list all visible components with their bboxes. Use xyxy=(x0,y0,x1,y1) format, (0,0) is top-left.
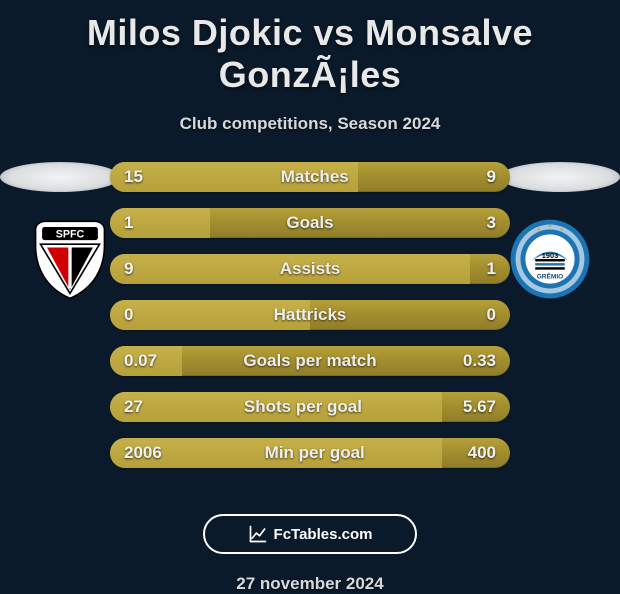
stat-left-value: 15 xyxy=(124,167,143,187)
stat-right-value: 9 xyxy=(487,167,496,187)
stat-row: 1 Goals 3 xyxy=(110,208,510,238)
stat-right-value: 0 xyxy=(487,305,496,325)
stat-row: 15 Matches 9 xyxy=(110,162,510,192)
comparison-stage: SPFC 1903 GRÊMIO 15 Matches xyxy=(0,162,620,492)
gremio-crest-icon: 1903 GRÊMIO xyxy=(509,218,591,300)
stat-row: 27 Shots per goal 5.67 xyxy=(110,392,510,422)
stat-right-value: 5.67 xyxy=(463,397,496,417)
spfc-crest-icon: SPFC xyxy=(29,218,111,300)
page-title: Milos Djokic vs Monsalve GonzÃ¡les xyxy=(0,0,620,96)
stat-left-value: 0 xyxy=(124,305,133,325)
footer-date: 27 november 2024 xyxy=(0,574,620,594)
stat-row: 0 Hattricks 0 xyxy=(110,300,510,330)
stat-label: Goals xyxy=(133,213,486,233)
stat-label: Min per goal xyxy=(162,443,468,463)
stat-row: 9 Assists 1 xyxy=(110,254,510,284)
stat-right-value: 400 xyxy=(468,443,496,463)
chart-icon xyxy=(248,524,268,544)
stat-right-value: 1 xyxy=(487,259,496,279)
spotlight-right xyxy=(500,162,620,192)
stat-label: Hattricks xyxy=(133,305,486,325)
stat-label: Goals per match xyxy=(157,351,463,371)
spotlight-left xyxy=(0,162,120,192)
stat-label: Matches xyxy=(143,167,487,187)
svg-text:SPFC: SPFC xyxy=(56,228,85,240)
brand-text: FcTables.com xyxy=(274,526,373,543)
subtitle: Club competitions, Season 2024 xyxy=(0,114,620,134)
stat-label: Assists xyxy=(133,259,486,279)
stat-row: 0.07 Goals per match 0.33 xyxy=(110,346,510,376)
stat-left-value: 9 xyxy=(124,259,133,279)
stat-right-value: 0.33 xyxy=(463,351,496,371)
stat-left-value: 0.07 xyxy=(124,351,157,371)
stat-left-value: 1 xyxy=(124,213,133,233)
club-badge-left: SPFC xyxy=(20,216,120,301)
stat-left-value: 27 xyxy=(124,397,143,417)
club-badge-right: 1903 GRÊMIO xyxy=(500,216,600,301)
stat-right-value: 3 xyxy=(487,213,496,233)
svg-text:1903: 1903 xyxy=(542,251,558,260)
stat-row: 2006 Min per goal 400 xyxy=(110,438,510,468)
svg-text:GRÊMIO: GRÊMIO xyxy=(537,271,564,280)
stat-left-value: 2006 xyxy=(124,443,162,463)
stat-rows: 15 Matches 9 1 Goals 3 9 Assists 1 0 Hat… xyxy=(110,162,510,484)
brand-link[interactable]: FcTables.com xyxy=(203,514,417,554)
stat-label: Shots per goal xyxy=(143,397,463,417)
